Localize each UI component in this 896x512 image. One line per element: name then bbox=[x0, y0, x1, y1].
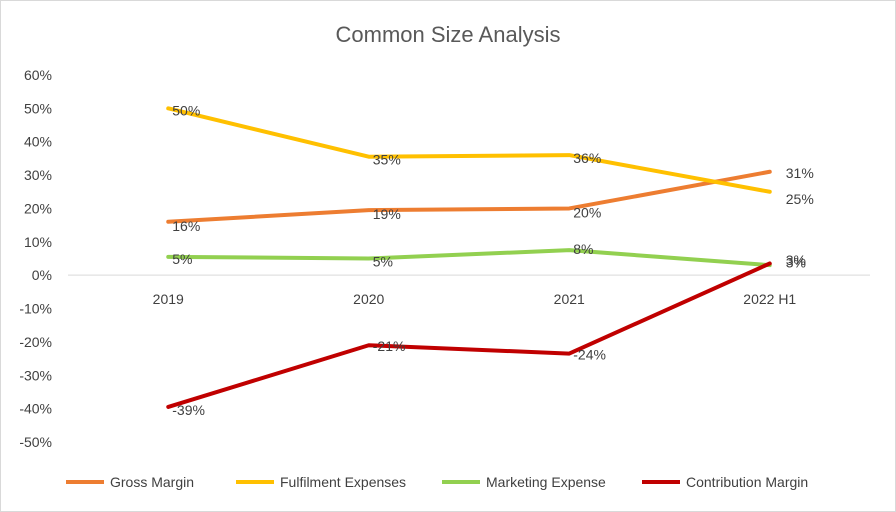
series-line bbox=[166, 248, 772, 268]
y-tick-label: 60% bbox=[24, 67, 52, 83]
x-tick-label: 2019 bbox=[153, 291, 184, 307]
y-tick-label: 40% bbox=[24, 134, 52, 150]
legend-label: Contribution Margin bbox=[686, 474, 808, 490]
data-label: 5% bbox=[373, 254, 393, 270]
legend-label: Fulfilment Expenses bbox=[280, 474, 406, 490]
y-tick-label: -50% bbox=[19, 434, 52, 450]
data-labels: 16% 19% 20% 31% 50% 35% 36% 25% 5% 5% 8% 3% -39% -21%… bbox=[172, 102, 814, 418]
legend: Gross Margin Fulfilment Expenses Marketing… bbox=[66, 474, 808, 490]
data-label: 35% bbox=[373, 152, 401, 168]
y-axis: 60% 50% 40% 30% 20% 10% 0% -10% -20% -30% -40% -50% bbox=[19, 67, 52, 450]
data-label: 5% bbox=[172, 251, 192, 267]
data-label: 8% bbox=[573, 241, 593, 257]
x-axis: 2019 2020 2021 2022 H1 bbox=[68, 274, 870, 307]
data-label: -39% bbox=[172, 402, 205, 418]
data-label: 3% bbox=[786, 252, 806, 268]
y-tick-label: -40% bbox=[19, 401, 52, 417]
legend-label: Gross Margin bbox=[110, 474, 194, 490]
data-label: 19% bbox=[373, 206, 401, 222]
y-tick-label: 30% bbox=[24, 167, 52, 183]
y-tick-label: -30% bbox=[19, 367, 52, 383]
data-label: -24% bbox=[573, 347, 606, 363]
y-tick-label: 10% bbox=[24, 234, 52, 250]
data-label: 25% bbox=[786, 191, 814, 207]
data-label: -21% bbox=[373, 338, 406, 354]
data-label: 36% bbox=[573, 150, 601, 166]
y-tick-label: 20% bbox=[24, 200, 52, 216]
y-tick-label: -10% bbox=[19, 301, 52, 317]
y-tick-label: -20% bbox=[19, 334, 52, 350]
x-tick-label: 2022 H1 bbox=[743, 291, 796, 307]
data-label: 20% bbox=[573, 204, 601, 220]
y-tick-label: 0% bbox=[32, 267, 52, 283]
data-label: 50% bbox=[172, 102, 200, 118]
chart-title: Common Size Analysis bbox=[336, 22, 561, 47]
series-line bbox=[166, 261, 772, 409]
data-label: 31% bbox=[786, 165, 814, 181]
x-tick-label: 2021 bbox=[554, 291, 585, 307]
x-tick-label: 2020 bbox=[353, 291, 384, 307]
legend-label: Marketing Expense bbox=[486, 474, 606, 490]
series-line bbox=[166, 169, 772, 224]
y-tick-label: 50% bbox=[24, 100, 52, 116]
data-label: 3% bbox=[786, 255, 806, 271]
series-line bbox=[166, 106, 772, 194]
series-lines bbox=[166, 106, 772, 409]
data-label: 16% bbox=[172, 218, 200, 234]
